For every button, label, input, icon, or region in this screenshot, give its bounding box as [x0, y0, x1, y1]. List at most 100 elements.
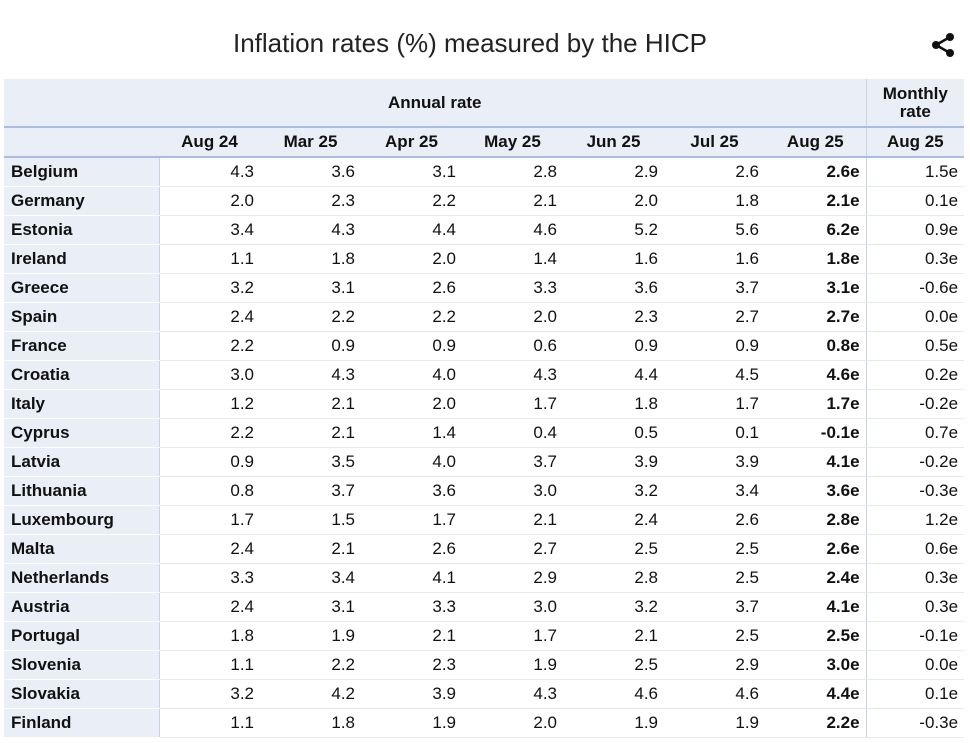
table-cell: 2.4: [158, 302, 260, 332]
table-cell: 3.3: [361, 592, 462, 622]
table-row: Luxembourg 1.7 1.5 1.7 2.1 2.4 2.6 2.8e 1.2e: [4, 505, 965, 535]
table-cell: 0.9: [361, 331, 462, 361]
table-cell: 4.6: [664, 679, 765, 709]
table-cell: 3.4: [664, 476, 765, 506]
table-cell: 1.6: [563, 244, 664, 274]
table-cell: 0.6e: [865, 534, 965, 564]
table-row: France 2.2 0.9 0.9 0.6 0.9 0.9 0.8e 0.5e: [4, 331, 965, 361]
table-cell: -0.2e: [865, 389, 965, 419]
table-cell: 2.2: [158, 418, 260, 448]
table-cell: 4.6e: [765, 360, 867, 390]
group-header-row: Annual rate Monthly rate: [4, 79, 965, 128]
table-cell: 4.1: [361, 563, 462, 593]
country-label: Portugal: [4, 621, 159, 651]
country-label: Netherlands: [4, 563, 159, 593]
table-cell: 2.0: [158, 186, 260, 216]
table-cell: 2.9: [563, 157, 664, 187]
table-cell: 3.6: [361, 476, 462, 506]
table-cell: 0.9: [260, 331, 361, 361]
table-cell: 3.0: [158, 360, 260, 390]
country-label: Lithuania: [4, 476, 159, 506]
table-cell: 2.2e: [765, 708, 867, 738]
table-cell: 3.4: [158, 215, 260, 245]
table-cell: 1.2: [158, 389, 260, 419]
table-cell: 0.4: [462, 418, 563, 448]
table-cell: 0.9e: [865, 215, 965, 245]
table-cell: 2.7: [664, 302, 765, 332]
monthly-rate-header: Monthly rate: [865, 79, 965, 128]
table-cell: 3.0: [462, 476, 563, 506]
table-cell: 0.2e: [865, 360, 965, 390]
table-row: Portugal 1.8 1.9 2.1 1.7 2.1 2.5 2.5e -0.1e: [4, 621, 965, 651]
table-cell: 1.1: [158, 708, 260, 738]
table-cell: 0.9: [664, 331, 765, 361]
table-cell: 2.1: [361, 621, 462, 651]
table-row: Finland 1.1 1.8 1.9 2.0 1.9 1.9 2.2e -0.3e: [4, 708, 965, 738]
table-cell: 4.3: [260, 360, 361, 390]
table-cell: 1.8e: [765, 244, 867, 274]
table-cell: 3.1: [260, 273, 361, 303]
table-cell: 4.5: [664, 360, 765, 390]
table-cell: 0.9: [158, 447, 260, 477]
column-header: May 25: [462, 127, 563, 158]
table-row: Netherlands 3.3 3.4 4.1 2.9 2.8 2.5 2.4e 0.3e: [4, 563, 965, 593]
table-cell: 1.9: [664, 708, 765, 738]
column-header: Apr 25: [361, 127, 462, 158]
country-label: Spain: [4, 302, 159, 332]
table-cell: 3.2: [563, 476, 664, 506]
table-cell: 2.2: [158, 331, 260, 361]
table-cell: 1.8: [664, 186, 765, 216]
table-cell: -0.2e: [865, 447, 965, 477]
table-cell: 2.6: [361, 534, 462, 564]
table-cell: 2.0: [361, 244, 462, 274]
table-cell: 2.1: [462, 505, 563, 535]
country-label: France: [4, 331, 159, 361]
table-row: Germany 2.0 2.3 2.2 2.1 2.0 1.8 2.1e 0.1e: [4, 186, 965, 216]
table-cell: 5.6: [664, 215, 765, 245]
table-cell: 4.4: [563, 360, 664, 390]
table-cell: 4.0: [361, 360, 462, 390]
table-cell: 3.3: [158, 563, 260, 593]
table-cell: 3.3: [462, 273, 563, 303]
table-cell: 3.7: [664, 273, 765, 303]
table-cell: 3.6: [260, 157, 361, 187]
table-cell: 0.3e: [865, 244, 965, 274]
table-cell: 0.5e: [865, 331, 965, 361]
column-header: Aug 25: [865, 127, 965, 158]
table-cell: 3.1e: [765, 273, 867, 303]
table-cell: 1.6: [664, 244, 765, 274]
table-cell: 2.5e: [765, 621, 867, 651]
table-cell: 2.6: [361, 273, 462, 303]
country-label: Belgium: [4, 157, 159, 187]
table-cell: 3.2: [563, 592, 664, 622]
table-cell: 0.1e: [865, 186, 965, 216]
table-cell: 1.7: [462, 389, 563, 419]
table-cell: 2.3: [361, 650, 462, 680]
table-cell: 3.0: [462, 592, 563, 622]
table-cell: 2.4: [563, 505, 664, 535]
table-cell: 1.7: [664, 389, 765, 419]
table-cell: 3.2: [158, 679, 260, 709]
table-row: Slovenia 1.1 2.2 2.3 1.9 2.5 2.9 3.0e 0.0e: [4, 650, 965, 680]
country-label: Croatia: [4, 360, 159, 390]
page-title: Inflation rates (%) measured by the HICP: [233, 28, 707, 58]
table-row: Croatia 3.0 4.3 4.0 4.3 4.4 4.5 4.6e 0.2e: [4, 360, 965, 390]
table-cell: 2.0: [563, 186, 664, 216]
table-cell: 2.9: [664, 650, 765, 680]
table-cell: -0.1e: [765, 418, 867, 448]
country-label: Luxembourg: [4, 505, 159, 535]
corner-cell: [4, 127, 159, 158]
country-label: Slovenia: [4, 650, 159, 680]
table-cell: 1.7e: [765, 389, 867, 419]
table-cell: 1.9: [563, 708, 664, 738]
table-cell: 1.2e: [865, 505, 965, 535]
table-cell: 2.4: [158, 592, 260, 622]
table-row: Belgium 4.3 3.6 3.1 2.8 2.9 2.6 2.6e 1.5e: [4, 157, 965, 187]
table-cell: 3.9: [563, 447, 664, 477]
table-cell: 0.0e: [865, 302, 965, 332]
table-cell: 2.0: [361, 389, 462, 419]
table-cell: -0.3e: [865, 476, 965, 506]
table-cell: 4.3: [158, 157, 260, 187]
table-cell: 6.2e: [765, 215, 867, 245]
share-icon[interactable]: [930, 32, 956, 58]
